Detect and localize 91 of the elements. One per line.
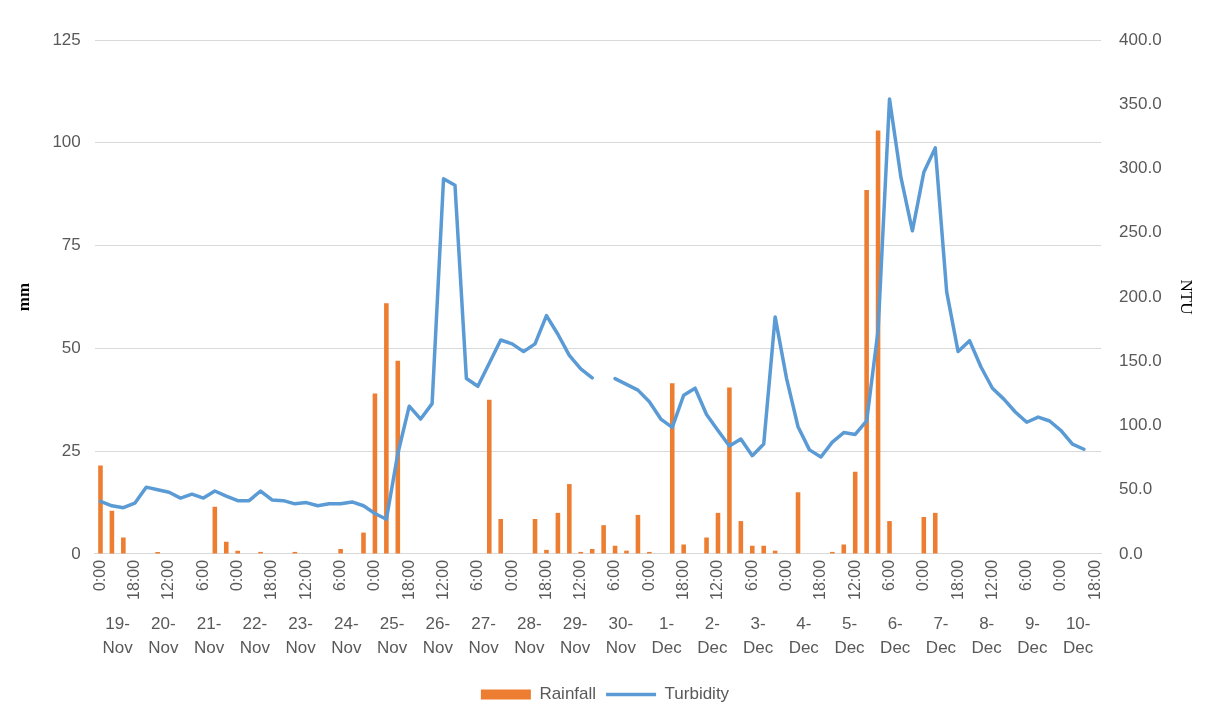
text: 24-Nov — [331, 613, 362, 657]
bar — [750, 545, 755, 554]
y-tick-label: 0 — [71, 543, 81, 563]
text: 20-Nov — [148, 613, 179, 657]
y2-tick-label: 100.0 — [1119, 415, 1162, 435]
x-tick-label: 18:00 — [1085, 559, 1103, 601]
bar — [121, 537, 126, 554]
y2-tick-label: 150.0 — [1119, 350, 1162, 370]
bar — [338, 549, 343, 554]
text: 21-Nov — [194, 613, 225, 657]
bar — [498, 519, 503, 554]
y2-tick-label: 50.0 — [1119, 479, 1153, 499]
bar — [223, 541, 229, 554]
text: 19-Nov — [102, 613, 134, 657]
text: 25-Nov — [376, 613, 408, 657]
text: 22-Nov — [239, 613, 271, 657]
y2-tick-label: 0.0 — [1119, 543, 1143, 563]
x-tick-label: 0:00 — [90, 559, 108, 592]
y-tick-label: 100 — [52, 132, 81, 152]
x-tick-label: 18:00 — [262, 559, 280, 601]
y-axis-title: mm — [13, 282, 33, 312]
bar — [361, 532, 366, 554]
text: 23-Nov — [285, 613, 317, 657]
bar — [384, 303, 389, 554]
text: 1-Dec — [651, 613, 683, 657]
text: 2-Dec — [697, 613, 728, 657]
text: 28-Nov — [514, 613, 545, 657]
y-tick-label: 50 — [61, 338, 81, 358]
x-tick-label: 6:00 — [605, 559, 623, 592]
x-tick-label: 0:00 — [777, 559, 794, 592]
text: 26-Nov — [422, 613, 454, 657]
text: 29-Nov — [559, 613, 591, 657]
legend-label: Turbidity — [664, 684, 730, 704]
x-tick-label: 18:00 — [948, 559, 966, 601]
x-tick-label: 0:00 — [914, 559, 932, 592]
x-tick-label: 12:00 — [982, 559, 1000, 601]
x-tick-label: 6:00 — [879, 559, 897, 592]
y-tick-label: 75 — [61, 235, 81, 255]
x-tick-label: 12:00 — [433, 559, 451, 601]
bar — [841, 544, 847, 554]
x-tick-label: 6:00 — [742, 559, 760, 592]
text: 5-Dec — [834, 613, 866, 657]
bar — [761, 545, 767, 554]
text: 27-Nov — [468, 613, 500, 657]
x-tick-label: 0:00 — [365, 559, 383, 592]
bar — [486, 399, 492, 554]
bar — [864, 190, 869, 554]
x-tick-label: 12:00 — [296, 559, 314, 601]
x-tick-label: 0:00 — [502, 559, 520, 592]
text: 6-Dec — [880, 613, 911, 657]
x-tick-label: 0:00 — [639, 559, 657, 592]
y2-axis-title: NTU — [1177, 279, 1197, 315]
x-tick-label: 18:00 — [399, 559, 417, 601]
y2-tick-label: 200.0 — [1119, 286, 1162, 306]
bar — [98, 465, 103, 554]
x-tick-label: 12:00 — [845, 559, 863, 601]
text: 9-Dec — [1017, 613, 1049, 657]
text: 30-Nov — [605, 613, 637, 657]
bar — [887, 521, 892, 554]
x-tick-label: 18:00 — [674, 559, 692, 601]
text: 7-Dec — [925, 613, 957, 657]
bar — [669, 383, 675, 554]
text: 4-Dec — [788, 613, 820, 657]
x-tick-label: 6:00 — [193, 559, 211, 592]
y2-tick-label: 300.0 — [1119, 158, 1162, 178]
x-tick-label: 0:00 — [1051, 559, 1069, 592]
bar — [567, 484, 572, 554]
x-tick-label: 12:00 — [571, 559, 589, 601]
text: 10-Dec — [1063, 613, 1094, 657]
x-tick-label: 18:00 — [536, 559, 554, 601]
bar — [601, 525, 606, 554]
x-tick-label: 12:00 — [159, 559, 177, 601]
y2-tick-label: 400.0 — [1119, 29, 1162, 49]
bar — [704, 537, 709, 554]
y-tick-label: 25 — [61, 440, 81, 460]
bar — [681, 544, 686, 554]
bar — [727, 387, 732, 554]
y-tick-label: 125 — [52, 29, 81, 49]
bar — [932, 512, 938, 554]
y2-tick-label: 350.0 — [1119, 93, 1162, 113]
x-tick-label: 6:00 — [468, 559, 486, 592]
legend-label: Rainfall — [539, 684, 597, 704]
x-tick-label: 6:00 — [1017, 559, 1035, 592]
x-tick-label: 12:00 — [708, 559, 726, 601]
y2-tick-label: 250.0 — [1119, 222, 1162, 242]
x-tick-label: 18:00 — [811, 559, 829, 601]
text: 8-Dec — [971, 613, 1003, 657]
text: 3-Dec — [742, 613, 774, 657]
x-tick-label: 0:00 — [228, 559, 246, 592]
x-tick-label: 6:00 — [331, 559, 349, 592]
x-tick-label: 18:00 — [125, 559, 143, 601]
